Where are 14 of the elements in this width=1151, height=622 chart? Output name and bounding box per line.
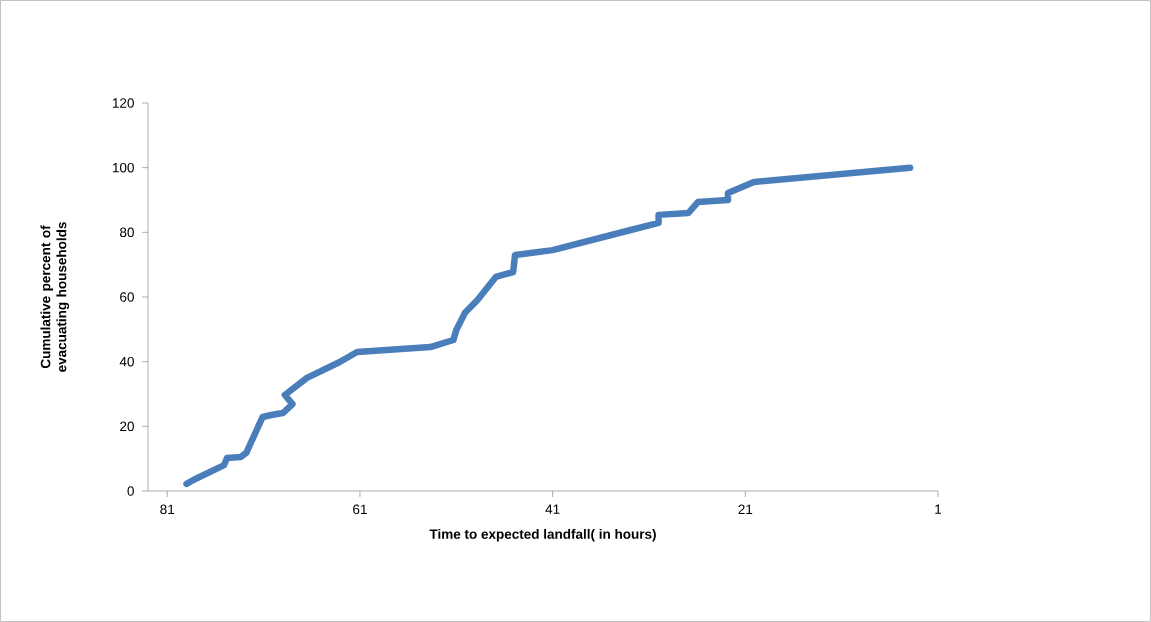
y-tick-label: 120: [112, 98, 134, 108]
x-axis-title: Time to expected landfall( in hours): [429, 528, 656, 542]
y-tick-label: 60: [120, 292, 134, 302]
x-tick-label: 1: [935, 504, 942, 514]
y-tick-label: 20: [120, 421, 134, 432]
x-tick-label: 21: [738, 504, 753, 514]
x-tick-label: 81: [160, 504, 175, 515]
y-tick-label: 80: [120, 227, 134, 238]
y-tick-label: 0: [127, 486, 134, 496]
y-tick-label: 100: [112, 162, 134, 173]
x-tick-label: 61: [353, 504, 367, 515]
y-tick-label: 40: [119, 356, 134, 367]
x-tick-label: 41: [545, 504, 560, 514]
y-axis-title: Cumulative percent of evacuating households: [40, 222, 70, 372]
